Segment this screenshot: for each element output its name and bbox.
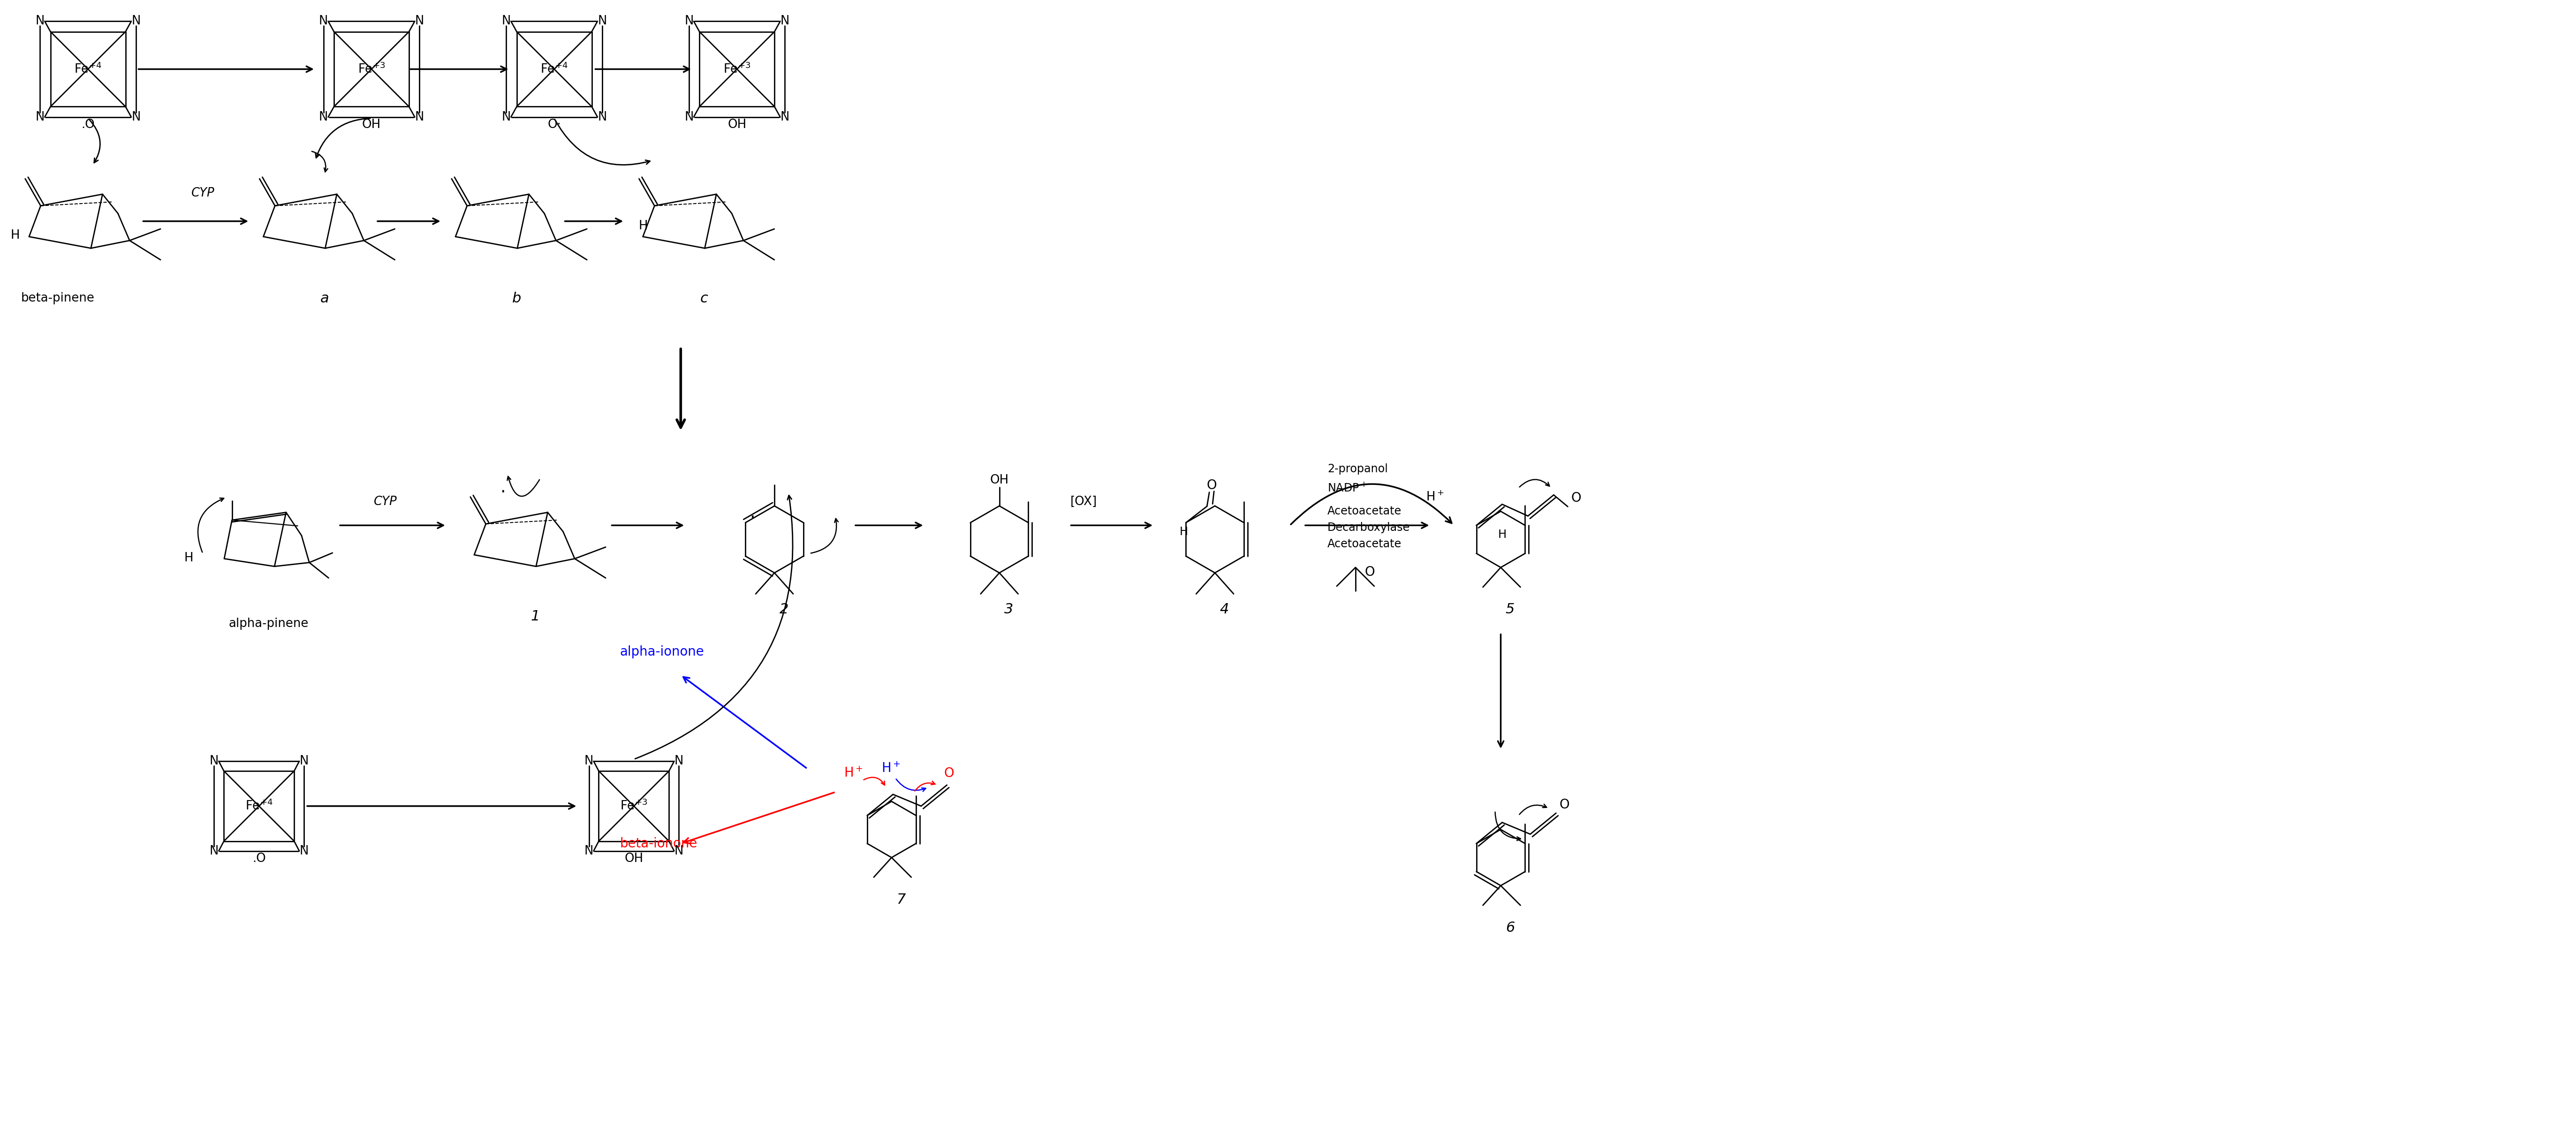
Text: alpha-pinene: alpha-pinene (229, 617, 309, 630)
Text: .O: .O (252, 852, 265, 865)
Text: c: c (701, 292, 708, 306)
Text: N: N (131, 111, 142, 123)
Text: H$^+$: H$^+$ (881, 762, 899, 775)
Text: O: O (945, 767, 953, 780)
Text: Fe$^{+3}$: Fe$^{+3}$ (358, 63, 386, 75)
Text: N: N (685, 15, 693, 27)
Text: ·: · (750, 509, 755, 527)
Text: N: N (598, 15, 608, 27)
Text: N: N (209, 844, 219, 857)
Text: N: N (36, 111, 44, 123)
Text: N: N (319, 111, 327, 123)
Text: [OX]: [OX] (1069, 496, 1097, 508)
Text: N: N (675, 844, 683, 857)
Text: Acetoacetate: Acetoacetate (1327, 505, 1401, 517)
Text: N: N (415, 111, 425, 123)
Text: O: O (1558, 798, 1569, 811)
Text: 2-propanol: 2-propanol (1327, 463, 1388, 475)
Text: Acetoacetate: Acetoacetate (1327, 539, 1401, 550)
Text: N: N (502, 111, 510, 123)
Text: N: N (209, 755, 219, 767)
Text: beta-pinene: beta-pinene (21, 292, 95, 305)
Text: Fe$^{+3}$: Fe$^{+3}$ (724, 63, 750, 75)
Text: Fe$^{+4}$: Fe$^{+4}$ (75, 63, 103, 75)
Text: N: N (781, 15, 788, 27)
Text: a: a (319, 292, 330, 306)
Text: Fe$^{+4}$: Fe$^{+4}$ (541, 63, 569, 75)
Text: N: N (781, 111, 788, 123)
Text: N: N (131, 15, 142, 27)
Text: CYP: CYP (374, 496, 397, 508)
Text: H$^+$: H$^+$ (842, 767, 863, 780)
Text: 7: 7 (896, 893, 907, 906)
Text: N: N (598, 111, 608, 123)
Text: O: O (1571, 492, 1582, 504)
Text: H: H (10, 229, 21, 242)
Text: N: N (299, 844, 309, 857)
Text: 6: 6 (1504, 921, 1515, 934)
Text: 5: 5 (1504, 602, 1515, 616)
Text: OH: OH (989, 475, 1010, 486)
Text: .O: .O (82, 119, 95, 130)
Text: O·: O· (549, 119, 562, 130)
Text: OH: OH (363, 119, 381, 130)
Text: H: H (639, 220, 647, 232)
Text: H: H (1497, 529, 1507, 541)
Text: N: N (415, 15, 425, 27)
Text: N: N (502, 15, 510, 27)
Text: 4: 4 (1218, 602, 1229, 616)
Text: N: N (675, 755, 683, 767)
Text: O: O (1365, 566, 1376, 578)
Text: OH: OH (623, 852, 644, 865)
Text: OH: OH (726, 119, 747, 130)
Text: N: N (299, 755, 309, 767)
Text: 1: 1 (531, 609, 541, 623)
Text: N: N (585, 844, 592, 857)
Text: b: b (513, 292, 520, 306)
Text: Decarboxylase: Decarboxylase (1327, 523, 1409, 533)
Text: N: N (585, 755, 592, 767)
Text: O: O (1206, 479, 1216, 492)
Text: 2: 2 (781, 602, 788, 616)
Text: Fe$^{+4}$: Fe$^{+4}$ (245, 800, 273, 812)
Text: ·: · (500, 484, 505, 501)
Text: Fe$^{+3}$: Fe$^{+3}$ (621, 800, 647, 812)
Text: N: N (685, 111, 693, 123)
Text: NADP$^+$: NADP$^+$ (1327, 482, 1368, 494)
Text: N: N (36, 15, 44, 27)
Text: CYP: CYP (191, 187, 214, 200)
Text: N: N (319, 15, 327, 27)
Text: alpha-ionone: alpha-ionone (621, 645, 703, 658)
Text: H$^+$: H$^+$ (1427, 491, 1445, 503)
Text: H: H (183, 552, 193, 564)
Text: H: H (1180, 526, 1188, 537)
Text: 3: 3 (1005, 602, 1012, 616)
Text: beta-ionone: beta-ionone (621, 837, 698, 850)
